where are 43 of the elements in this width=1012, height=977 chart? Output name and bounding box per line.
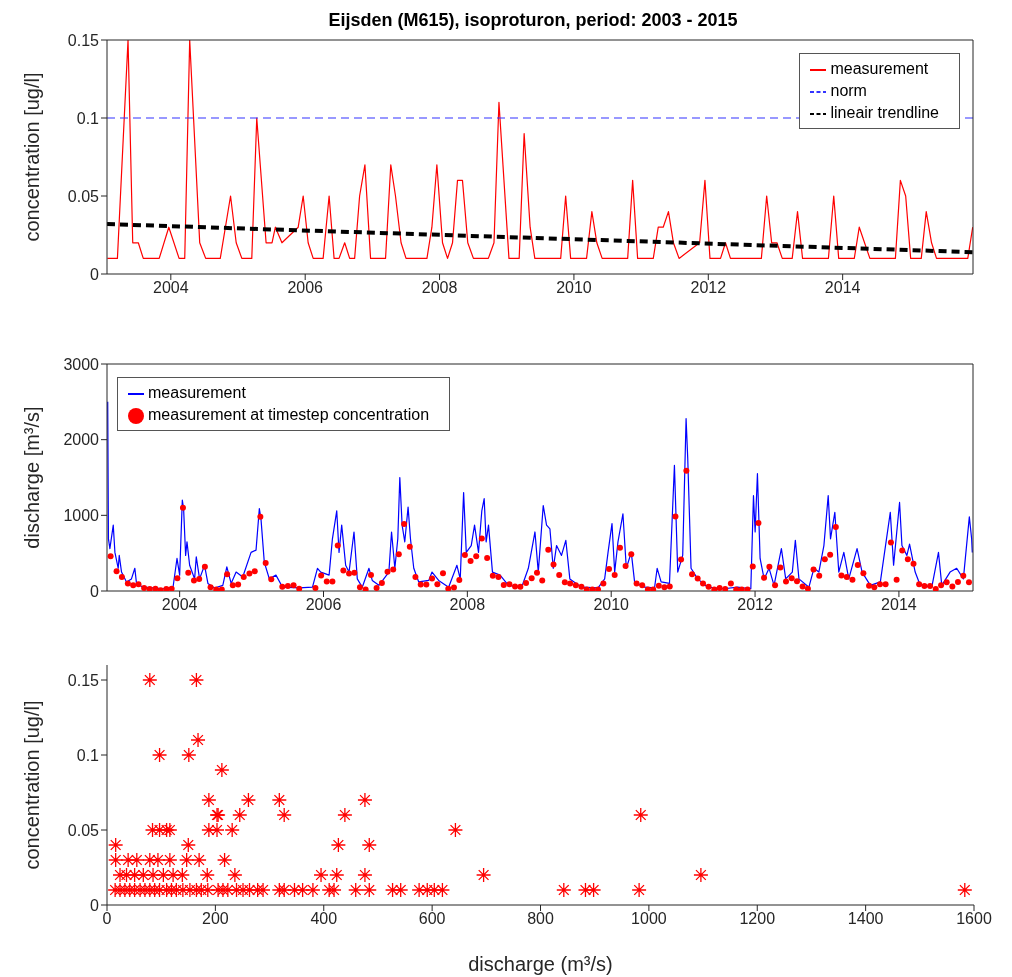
- y-tick-label: 0.15: [67, 31, 100, 49]
- y-tick-label: 0: [90, 896, 100, 914]
- x-tick-label: 2012: [737, 596, 773, 614]
- y-tick-label: 1000: [63, 507, 100, 525]
- x-tick-label: 1000: [631, 910, 667, 928]
- y-tick-label: 0.05: [67, 821, 100, 839]
- y-tick-label: 0: [90, 582, 100, 600]
- x-tick-label: 2004: [161, 596, 198, 614]
- legend-label: norm: [830, 82, 867, 99]
- x-axis-title: discharge (m³/s): [468, 953, 613, 975]
- legend-label: measurement at timestep concentration: [148, 406, 430, 423]
- chart-title: Eijsden (M615), isoproturon, period: 2003 - 2015: [327, 10, 739, 31]
- x-tick-label: 2008: [449, 596, 486, 614]
- legend-label: measurement: [830, 60, 929, 77]
- y-tick-label: 0.05: [67, 187, 100, 205]
- y-tick-label: 2000: [63, 431, 100, 449]
- x-tick-label: 400: [310, 910, 338, 928]
- x-tick-label: 200: [202, 910, 229, 928]
- x-tick-label: 0: [102, 910, 112, 928]
- x-tick-label: 2004: [153, 279, 189, 297]
- x-tick-label: 2010: [593, 596, 630, 614]
- x-tick-label: 2006: [287, 279, 324, 297]
- x-tick-label: 600: [418, 910, 446, 928]
- y-axis-title: concentration [ug/l]: [21, 700, 44, 870]
- y-axis-title: discharge [m³/s]: [21, 406, 44, 549]
- y-tick-label: 0.1: [76, 109, 100, 127]
- x-tick-label: 800: [527, 910, 554, 928]
- y-tick-label: 3000: [63, 355, 100, 373]
- y-tick-label: 0: [90, 265, 100, 283]
- legend-label: lineair trendline: [830, 104, 939, 121]
- x-tick-label: 2014: [824, 279, 861, 297]
- x-tick-label: 1400: [847, 910, 884, 928]
- y-axis-title: concentration [ug/l]: [21, 72, 44, 242]
- x-tick-label: 2012: [690, 279, 727, 297]
- x-tick-label: 2014: [881, 596, 917, 614]
- x-tick-label: 2006: [305, 596, 342, 614]
- legend-label: measurement: [148, 384, 246, 401]
- y-tick-label: 0.15: [67, 671, 100, 689]
- y-tick-label: 0.1: [76, 746, 100, 764]
- x-tick-label: 1200: [739, 910, 776, 928]
- x-tick-label: 1600: [956, 910, 992, 928]
- x-tick-label: 2010: [556, 279, 592, 297]
- x-tick-label: 2008: [421, 279, 458, 297]
